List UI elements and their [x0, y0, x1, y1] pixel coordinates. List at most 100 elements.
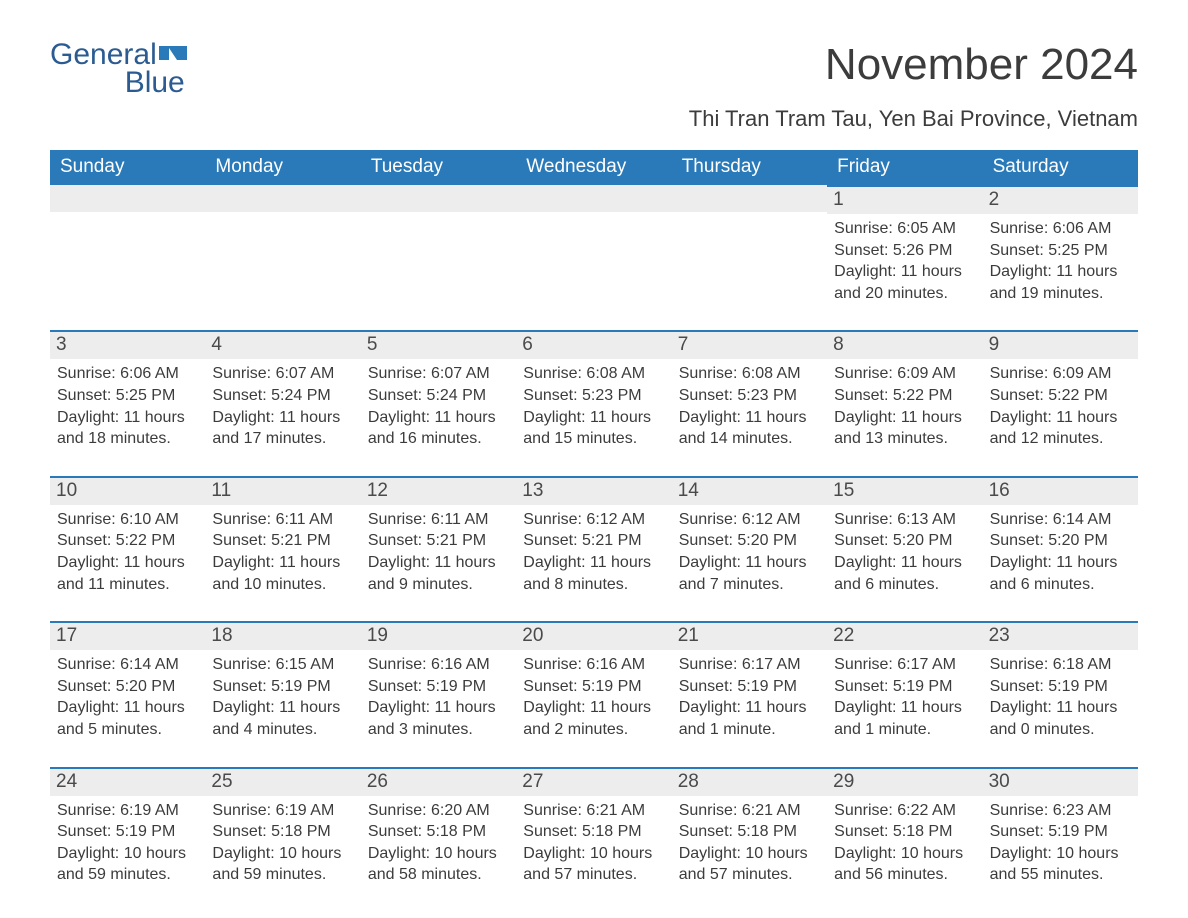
- daylight-text: Daylight: 10 hours and 59 minutes.: [212, 843, 354, 886]
- daylight-text: Daylight: 11 hours and 7 minutes.: [679, 552, 821, 595]
- day-details: Sunrise: 6:07 AMSunset: 5:24 PMDaylight:…: [367, 363, 510, 449]
- daylight-text: Daylight: 10 hours and 57 minutes.: [523, 843, 665, 886]
- day-details: Sunrise: 6:19 AMSunset: 5:19 PMDaylight:…: [56, 800, 199, 886]
- sunset-text: Sunset: 5:20 PM: [679, 530, 821, 552]
- sunset-text: Sunset: 5:19 PM: [990, 676, 1132, 698]
- calendar-day: 16Sunrise: 6:14 AMSunset: 5:20 PMDayligh…: [983, 476, 1138, 601]
- day-details: Sunrise: 6:05 AMSunset: 5:26 PMDaylight:…: [833, 218, 976, 304]
- month-title: November 2024: [825, 40, 1138, 90]
- sunrise-text: Sunrise: 6:09 AM: [834, 363, 976, 385]
- day-number: 25: [205, 767, 360, 796]
- calendar-day: 5 Sunrise: 6:07 AMSunset: 5:24 PMDaylight…: [361, 330, 516, 455]
- daylight-text: Daylight: 11 hours and 10 minutes.: [212, 552, 354, 595]
- day-details: Sunrise: 6:11 AMSunset: 5:21 PMDaylight:…: [211, 509, 354, 595]
- logo-line2: Blue: [50, 68, 185, 98]
- day-number: [205, 185, 360, 212]
- day-details: Sunrise: 6:16 AMSunset: 5:19 PMDaylight:…: [367, 654, 510, 740]
- sunrise-text: Sunrise: 6:13 AM: [834, 509, 976, 531]
- daylight-text: Daylight: 11 hours and 16 minutes.: [368, 407, 510, 450]
- daylight-text: Daylight: 10 hours and 56 minutes.: [834, 843, 976, 886]
- sunset-text: Sunset: 5:18 PM: [368, 821, 510, 843]
- day-details: Sunrise: 6:17 AMSunset: 5:19 PMDaylight:…: [678, 654, 821, 740]
- sunrise-text: Sunrise: 6:16 AM: [523, 654, 665, 676]
- calendar-day-empty: [50, 185, 205, 310]
- daylight-text: Daylight: 11 hours and 3 minutes.: [368, 697, 510, 740]
- daylight-text: Daylight: 11 hours and 1 minute.: [679, 697, 821, 740]
- sunrise-text: Sunrise: 6:10 AM: [57, 509, 199, 531]
- calendar-day: 1Sunrise: 6:05 AMSunset: 5:26 PMDaylight…: [827, 185, 982, 310]
- sunset-text: Sunset: 5:22 PM: [990, 385, 1132, 407]
- daylight-text: Daylight: 10 hours and 55 minutes.: [990, 843, 1132, 886]
- weekday-header-cell: Friday: [827, 150, 982, 185]
- calendar-day-empty: [516, 185, 671, 310]
- sunrise-text: Sunrise: 6:07 AM: [368, 363, 510, 385]
- sunset-text: Sunset: 5:24 PM: [212, 385, 354, 407]
- calendar-day: 15Sunrise: 6:13 AMSunset: 5:20 PMDayligh…: [827, 476, 982, 601]
- day-details: Sunrise: 6:14 AMSunset: 5:20 PMDaylight:…: [56, 654, 199, 740]
- daylight-text: Daylight: 11 hours and 14 minutes.: [679, 407, 821, 450]
- day-details: Sunrise: 6:19 AMSunset: 5:18 PMDaylight:…: [211, 800, 354, 886]
- day-number: [672, 185, 827, 212]
- day-details: Sunrise: 6:06 AMSunset: 5:25 PMDaylight:…: [989, 218, 1132, 304]
- day-number: 27: [516, 767, 671, 796]
- weekday-header-cell: Saturday: [983, 150, 1138, 185]
- day-number: 5: [361, 330, 516, 359]
- daylight-text: Daylight: 11 hours and 8 minutes.: [523, 552, 665, 595]
- daylight-text: Daylight: 10 hours and 57 minutes.: [679, 843, 821, 886]
- sunset-text: Sunset: 5:18 PM: [523, 821, 665, 843]
- daylight-text: Daylight: 11 hours and 6 minutes.: [834, 552, 976, 595]
- day-details: Sunrise: 6:22 AMSunset: 5:18 PMDaylight:…: [833, 800, 976, 886]
- sunrise-text: Sunrise: 6:05 AM: [834, 218, 976, 240]
- calendar-day: 22Sunrise: 6:17 AMSunset: 5:19 PMDayligh…: [827, 621, 982, 746]
- sunrise-text: Sunrise: 6:15 AM: [212, 654, 354, 676]
- daylight-text: Daylight: 11 hours and 11 minutes.: [57, 552, 199, 595]
- calendar-week: 17 Sunrise: 6:14 AMSunset: 5:20 PMDayligh…: [50, 621, 1138, 746]
- day-details: Sunrise: 6:13 AMSunset: 5:20 PMDaylight:…: [833, 509, 976, 595]
- daylight-text: Daylight: 11 hours and 1 minute.: [834, 697, 976, 740]
- day-details: Sunrise: 6:21 AMSunset: 5:18 PMDaylight:…: [522, 800, 665, 886]
- sunrise-text: Sunrise: 6:19 AM: [212, 800, 354, 822]
- sunrise-text: Sunrise: 6:19 AM: [57, 800, 199, 822]
- calendar-day: 12Sunrise: 6:11 AMSunset: 5:21 PMDayligh…: [361, 476, 516, 601]
- calendar-day: 13Sunrise: 6:12 AMSunset: 5:21 PMDayligh…: [516, 476, 671, 601]
- weekday-header-cell: Monday: [205, 150, 360, 185]
- day-number: 18: [205, 621, 360, 650]
- day-details: Sunrise: 6:10 AMSunset: 5:22 PMDaylight:…: [56, 509, 199, 595]
- calendar-week: 24 Sunrise: 6:19 AMSunset: 5:19 PMDayligh…: [50, 767, 1138, 892]
- day-number: 26: [361, 767, 516, 796]
- weekday-header-cell: Tuesday: [361, 150, 516, 185]
- daylight-text: Daylight: 10 hours and 59 minutes.: [57, 843, 199, 886]
- sunset-text: Sunset: 5:21 PM: [523, 530, 665, 552]
- sunrise-text: Sunrise: 6:17 AM: [679, 654, 821, 676]
- day-details: Sunrise: 6:08 AMSunset: 5:23 PMDaylight:…: [678, 363, 821, 449]
- calendar-day: 7Sunrise: 6:08 AMSunset: 5:23 PMDaylight…: [672, 330, 827, 455]
- calendar-day: 26Sunrise: 6:20 AMSunset: 5:18 PMDayligh…: [361, 767, 516, 892]
- calendar-day-empty: [205, 185, 360, 310]
- calendar-day: 11Sunrise: 6:11 AMSunset: 5:21 PMDayligh…: [205, 476, 360, 601]
- calendar-day: 8Sunrise: 6:09 AMSunset: 5:22 PMDaylight…: [827, 330, 982, 455]
- calendar-day: 25 Sunrise: 6:19 AMSunset: 5:18 PMDayligh…: [205, 767, 360, 892]
- day-details: Sunrise: 6:15 AMSunset: 5:19 PMDaylight:…: [211, 654, 354, 740]
- sunset-text: Sunset: 5:22 PM: [57, 530, 199, 552]
- daylight-text: Daylight: 11 hours and 6 minutes.: [990, 552, 1132, 595]
- sunrise-text: Sunrise: 6:12 AM: [679, 509, 821, 531]
- day-number: 24: [50, 767, 205, 796]
- day-details: Sunrise: 6:12 AMSunset: 5:20 PMDaylight:…: [678, 509, 821, 595]
- day-number: [361, 185, 516, 212]
- weekday-header-row: SundayMondayTuesdayWednesdayThursdayFrid…: [50, 150, 1138, 185]
- day-number: 8: [827, 330, 982, 359]
- sunset-text: Sunset: 5:19 PM: [368, 676, 510, 698]
- sunset-text: Sunset: 5:25 PM: [990, 240, 1132, 262]
- sunrise-text: Sunrise: 6:21 AM: [679, 800, 821, 822]
- day-number: 17: [50, 621, 205, 650]
- calendar-day: 27 Sunrise: 6:21 AMSunset: 5:18 PMDayligh…: [516, 767, 671, 892]
- sunrise-text: Sunrise: 6:22 AM: [834, 800, 976, 822]
- day-number: 3: [50, 330, 205, 359]
- day-number: 12: [361, 476, 516, 505]
- sunrise-text: Sunrise: 6:16 AM: [368, 654, 510, 676]
- sunrise-text: Sunrise: 6:11 AM: [368, 509, 510, 531]
- day-number: 14: [672, 476, 827, 505]
- sunrise-text: Sunrise: 6:07 AM: [212, 363, 354, 385]
- day-number: 10: [50, 476, 205, 505]
- sunset-text: Sunset: 5:18 PM: [834, 821, 976, 843]
